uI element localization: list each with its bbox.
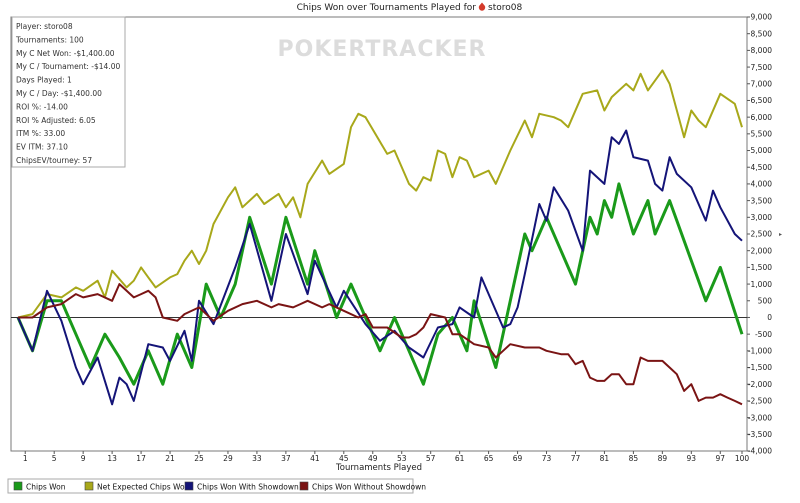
series-line-chips-won-with-showdown: [17, 129, 743, 406]
stats-line: ChipsEV/tourney: 57: [16, 156, 92, 165]
x-tick-label: 49: [368, 454, 378, 463]
stats-line: My C / Day: -$1,400.00: [16, 89, 102, 98]
x-tick-label: 57: [426, 454, 436, 463]
y-tick-label: -500: [755, 330, 772, 339]
x-tick-label: 65: [484, 454, 494, 463]
x-tick-label: 53: [397, 454, 407, 463]
y-tick-label: 4,000: [751, 180, 773, 189]
y-tick-label: 9,000: [751, 13, 773, 22]
y-axis-ticks: 9,000 8,500 8,000 7,500 7,000 6,500 6,000 5,500…: [747, 13, 772, 456]
y-tick-label: 3,500: [751, 196, 773, 205]
legend-item: Chips Won With Showdown: [184, 481, 299, 492]
y-tick-label: -2,000: [748, 380, 772, 389]
y-tick-label: -4,000: [748, 447, 772, 456]
y-tick-label: -2,500: [748, 397, 772, 406]
x-tick-label: 9: [81, 454, 86, 463]
y-tick-label: 2,000: [751, 246, 773, 255]
x-tick-label: 73: [542, 454, 552, 463]
x-tick-label: 81: [600, 454, 610, 463]
y-tick-label: 7,000: [751, 79, 773, 88]
x-tick-label: 97: [716, 454, 726, 463]
legend-label: Chips Won: [26, 483, 66, 492]
y-tick-label: 6,500: [751, 96, 773, 105]
x-tick-label: 5: [52, 454, 57, 463]
stats-lines: Player: storo08 Tournaments: 100 My C Net …: [15, 22, 120, 165]
legend: Chips Won Net Expected Chips Won Chips Won…: [7, 478, 426, 494]
series-layer: [16, 69, 744, 406]
legend-label: Net Expected Chips Won: [97, 483, 190, 492]
y-tick-label: 8,000: [751, 46, 773, 55]
series-line-chips-won: [16, 182, 744, 386]
x-tick-label: 33: [252, 454, 262, 463]
y-tick-label: 4,500: [751, 163, 773, 172]
y-tick-label: -1,500: [748, 363, 772, 372]
y-tick-label: 7,500: [751, 63, 773, 72]
legend-label: Chips Won Without Showdown: [312, 483, 426, 492]
x-tick-label: 77: [571, 454, 581, 463]
x-tick-label: 89: [658, 454, 668, 463]
x-tick-label: 100: [735, 454, 750, 463]
legend-box: [7, 478, 414, 494]
x-axis-label: Tournaments Played: [335, 463, 422, 473]
stats-line: EV ITM: 37.10: [16, 143, 68, 152]
stats-line: ITM %: 33.00: [16, 129, 65, 138]
y-tick-label: -3,000: [748, 413, 772, 422]
y-tick-label: 5,500: [751, 130, 773, 139]
y-tick-label: 3,000: [751, 213, 773, 222]
legend-label: Chips Won With Showdown: [197, 483, 299, 492]
x-tick-label: 13: [107, 454, 117, 463]
legend-item: Chips Won: [13, 481, 66, 492]
y-tick-label: -3,500: [748, 430, 772, 439]
x-tick-label: 69: [513, 454, 523, 463]
legend-swatch: [13, 481, 23, 491]
x-tick-label: 21: [165, 454, 175, 463]
legend-swatch: [84, 481, 94, 491]
watermark: POKERTRACKER: [278, 37, 487, 62]
x-tick-label: 45: [339, 454, 349, 463]
x-tick-label: 37: [281, 454, 291, 463]
stats-line: Days Played: 1: [16, 76, 72, 85]
stats-line: My C / Tournament: -$14.00: [16, 62, 120, 71]
y-tick-label: 1,000: [751, 280, 773, 289]
x-tick-label: 25: [194, 454, 204, 463]
stats-line: Tournaments: 100: [15, 35, 84, 44]
x-tick-label: 41: [310, 454, 320, 463]
x-tick-label: 85: [629, 454, 639, 463]
y-tick-label: 1,500: [751, 263, 773, 272]
series-line-chips-won-without-showdown: [18, 283, 743, 406]
y-tick-label: 500: [758, 296, 773, 305]
x-tick-label: 17: [136, 454, 146, 463]
stats-panel: [11, 16, 126, 168]
stats-line: Player: storo08: [16, 22, 73, 31]
x-tick-label: 61: [455, 454, 465, 463]
x-tick-label: 93: [687, 454, 697, 463]
series-line-net-expected-chips-won: [17, 69, 743, 319]
x-axis-ticks: 1 5 9 13 17 21 25 29 33 37 41 45 49 53 57 61 65 69 73 77 81 8…: [23, 451, 750, 463]
y-tick-label: 0: [767, 313, 772, 322]
y-tick-label: 5,000: [751, 146, 773, 155]
y-tick-label: 8,500: [751, 29, 773, 38]
legend-item: Chips Won Without Showdown: [299, 481, 426, 492]
stats-line: ROI % Adjusted: 6.05: [16, 116, 96, 125]
x-tick-label: 29: [223, 454, 233, 463]
chart-title: Chips Won over Tournaments Played for: [297, 3, 477, 13]
stats-line: My C Net Won: -$1,400.00: [16, 49, 115, 58]
player-icon: [478, 2, 486, 11]
legend-swatch: [184, 481, 194, 491]
y-axis-scroll-marker: ▸: [779, 231, 782, 238]
legend-swatch: [299, 481, 309, 491]
chart-title-player: storo08: [488, 3, 522, 13]
legend-item: Net Expected Chips Won: [84, 481, 190, 492]
y-tick-label: -1,000: [748, 347, 772, 356]
y-tick-label: 2,500: [751, 230, 773, 239]
stats-line: ROI %: -14.00: [16, 102, 68, 111]
x-tick-label: 1: [23, 454, 28, 463]
y-tick-label: 6,000: [751, 113, 773, 122]
